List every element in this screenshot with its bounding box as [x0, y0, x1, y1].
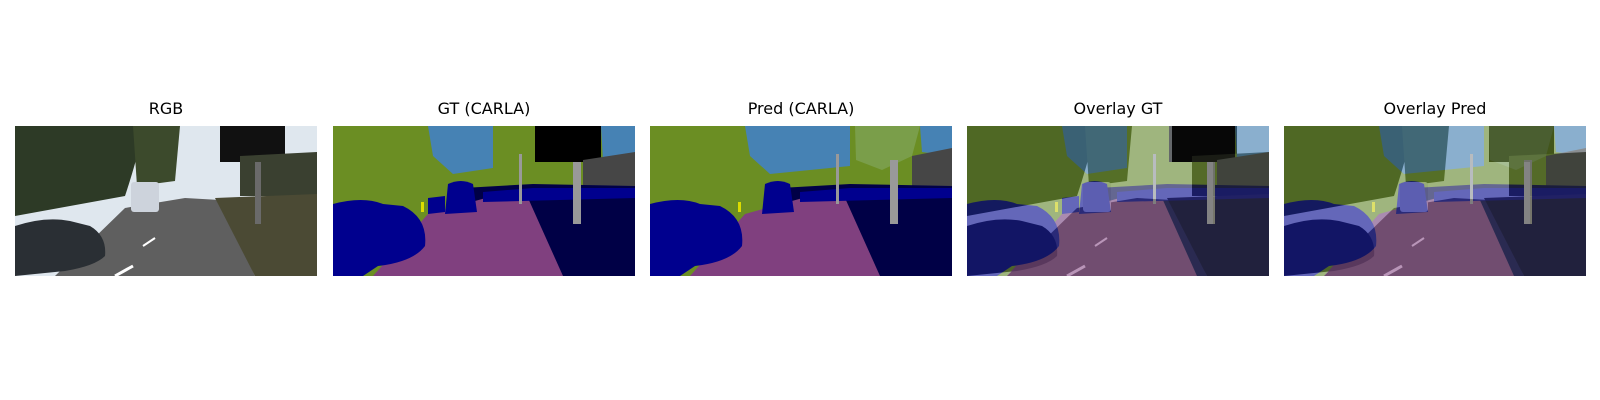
panel-overlay-pred: Overlay Pred — [1284, 96, 1586, 276]
prediction-overlay-image — [1284, 126, 1586, 276]
panel-rgb: RGB — [15, 96, 317, 276]
predicted-segmentation-image — [650, 126, 952, 276]
ground-truth-segmentation-image — [333, 126, 635, 276]
panel-title: GT (CARLA) — [437, 99, 531, 118]
panel-title: RGB — [148, 99, 184, 118]
rgb-street-scene-image — [15, 126, 317, 276]
panel-title: Pred (CARLA) — [747, 99, 855, 118]
panel-title: Overlay GT — [1073, 99, 1163, 118]
panel-pred: Pred (CARLA) — [650, 96, 952, 276]
ground-truth-overlay-image — [967, 126, 1269, 276]
panel-title: Overlay Pred — [1383, 99, 1487, 118]
panel-gt: GT (CARLA) — [333, 96, 635, 276]
panel-overlay-gt: Overlay GT — [967, 96, 1269, 276]
